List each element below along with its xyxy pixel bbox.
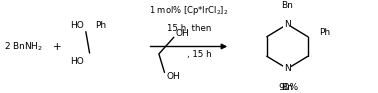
Text: Ph: Ph bbox=[319, 28, 330, 37]
Text: N: N bbox=[284, 20, 291, 29]
Text: 90%: 90% bbox=[278, 83, 298, 92]
Text: +: + bbox=[53, 41, 62, 52]
Text: OH: OH bbox=[166, 72, 180, 81]
Text: HO: HO bbox=[70, 57, 84, 66]
Text: HO: HO bbox=[70, 21, 84, 30]
Text: , 15 h: , 15 h bbox=[187, 50, 212, 59]
Text: Ph: Ph bbox=[95, 21, 106, 30]
Text: 15 h, then: 15 h, then bbox=[167, 24, 211, 33]
Text: 1 mol% [Cp*IrCl$_2$]$_2$: 1 mol% [Cp*IrCl$_2$]$_2$ bbox=[149, 4, 229, 17]
Text: Bn: Bn bbox=[281, 83, 293, 92]
Text: OH: OH bbox=[176, 29, 189, 38]
Text: Bn: Bn bbox=[281, 1, 293, 10]
Text: N: N bbox=[284, 64, 291, 73]
Text: 2 BnNH$_2$: 2 BnNH$_2$ bbox=[5, 40, 43, 53]
